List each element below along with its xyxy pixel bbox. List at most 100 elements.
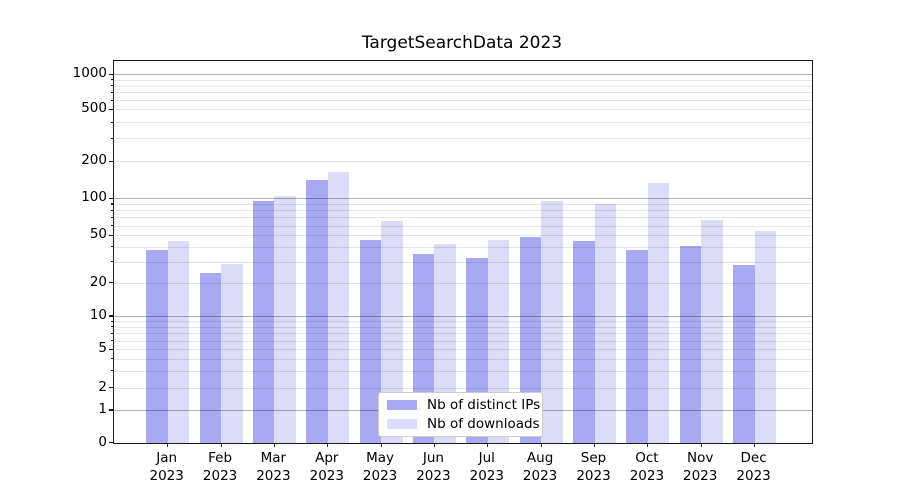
y-tick-2	[108, 387, 113, 389]
legend: Nb of distinct IPs Nb of downloads	[378, 392, 543, 437]
y-minor-tick-3	[110, 370, 113, 372]
legend-swatch-downloads	[387, 419, 417, 429]
legend-label-downloads: Nb of downloads	[427, 416, 540, 432]
y-tick-1	[108, 409, 113, 411]
x-tick-year: 2023	[522, 467, 558, 484]
major-gridline-y100	[114, 198, 812, 200]
y-tick-5	[108, 348, 113, 350]
x-tick-nov	[700, 443, 702, 447]
minor-gridline-y200	[114, 161, 812, 163]
y-minor-tick-90	[110, 203, 113, 205]
y-tick-label-20: 20	[89, 273, 107, 290]
y-tick-label-100: 100	[81, 189, 107, 206]
y-minor-tick-800	[110, 85, 113, 87]
bar-distinct-ips-jan	[146, 249, 168, 443]
x-tick-dec	[754, 443, 756, 447]
bar-downloads-aug	[541, 200, 563, 443]
x-tick-year: 2023	[202, 467, 238, 484]
y-tick-50	[108, 234, 113, 236]
bar-downloads-mar	[274, 195, 296, 443]
bar-downloads-feb	[221, 263, 243, 443]
minor-gridline-y80	[114, 210, 812, 212]
y-minor-tick-400	[110, 121, 113, 123]
bar-distinct-ips-feb	[199, 273, 222, 443]
y-minor-tick-9	[110, 320, 113, 322]
x-tick-jan	[167, 443, 169, 447]
x-tick-year: 2023	[416, 467, 451, 484]
x-tick-month: Aug	[526, 450, 554, 466]
minor-gridline-y300	[114, 138, 812, 140]
y-minor-tick-80	[110, 209, 113, 211]
bar-distinct-ips-sep	[573, 240, 595, 443]
plot-area	[108, 60, 813, 447]
y-minor-tick-6	[110, 340, 113, 342]
x-tick-month: Jan	[156, 450, 178, 466]
y-tick-label-200: 200	[81, 152, 107, 169]
x-tick-month: Feb	[208, 450, 233, 466]
x-tick-year: 2023	[576, 467, 611, 484]
y-tick-label-1: 1	[98, 401, 107, 417]
x-tick-month: Sep	[580, 450, 607, 466]
legend-label-distinct-ips: Nb of distinct IPs	[427, 397, 541, 413]
x-tick-month: Oct	[635, 450, 659, 466]
y-minor-tick-8	[110, 326, 113, 328]
x-tick-year: 2023	[736, 467, 771, 484]
y-tick-label-0: 0	[98, 433, 107, 450]
x-tick-label-jan: Jan 2023	[135, 450, 199, 485]
x-tick-year: 2023	[256, 467, 291, 484]
y-minor-tick-900	[110, 79, 113, 81]
y-tick-0	[108, 442, 113, 444]
minor-gridline-y70	[114, 217, 812, 219]
x-tick-year: 2023	[683, 467, 718, 484]
bar-downloads-dec	[754, 231, 777, 443]
minor-gridline-y90	[114, 203, 812, 205]
y-minor-tick-600	[110, 99, 113, 101]
x-tick-year: 2023	[362, 467, 398, 484]
bar-downloads-may	[381, 221, 403, 443]
y-tick-200	[108, 160, 113, 162]
x-tick-jun	[433, 443, 435, 447]
y-tick-100	[108, 197, 113, 199]
x-tick-label-nov: Nov 2023	[668, 450, 732, 485]
y-tick-500	[108, 108, 113, 110]
x-tick-year: 2023	[629, 467, 665, 484]
x-tick-feb	[220, 443, 222, 447]
legend-item-downloads: Nb of downloads	[387, 416, 540, 432]
x-tick-label-oct: Oct 2023	[615, 450, 679, 485]
x-tick-month: Dec	[740, 450, 767, 466]
minor-gridline-y500	[114, 109, 812, 111]
legend-item-distinct-ips: Nb of distinct IPs	[387, 397, 540, 413]
x-tick-label-mar: Mar 2023	[241, 450, 305, 485]
x-tick-label-feb: Feb 2023	[188, 450, 252, 485]
y-tick-label-10: 10	[89, 307, 107, 323]
x-tick-apr	[327, 443, 329, 447]
y-minor-tick-7	[110, 332, 113, 334]
y-tick-label-5: 5	[98, 340, 107, 357]
x-tick-month: Jul	[478, 450, 495, 466]
bar-downloads-apr	[327, 171, 350, 443]
y-minor-tick-40	[110, 246, 113, 248]
y-minor-tick-700	[110, 91, 113, 93]
bar-downloads-sep	[594, 203, 616, 443]
minor-gridline-y900	[114, 79, 812, 81]
bar-distinct-ips-may	[359, 239, 382, 443]
legend-swatch-distinct-ips	[387, 400, 417, 410]
bar-distinct-ips-dec	[733, 265, 755, 443]
x-tick-oct	[647, 443, 649, 447]
x-tick-sep	[593, 443, 596, 447]
y-tick-1000	[108, 73, 113, 75]
bar-distinct-ips-mar	[252, 201, 275, 443]
minor-gridline-y700	[114, 92, 812, 94]
x-tick-label-apr: Apr 2023	[295, 450, 359, 485]
y-tick-label-1000: 1000	[72, 65, 107, 82]
y-tick-label-50: 50	[89, 226, 107, 243]
x-tick-label-dec: Dec 2023	[722, 450, 786, 485]
x-tick-jul	[487, 443, 489, 447]
x-tick-label-may: May 2023	[348, 450, 412, 485]
x-tick-label-jun: Jun 2023	[401, 450, 465, 485]
x-tick-month: May	[366, 450, 395, 466]
x-tick-aug	[540, 443, 542, 447]
y-minor-tick-70	[110, 216, 113, 218]
y-minor-tick-4	[110, 358, 113, 360]
